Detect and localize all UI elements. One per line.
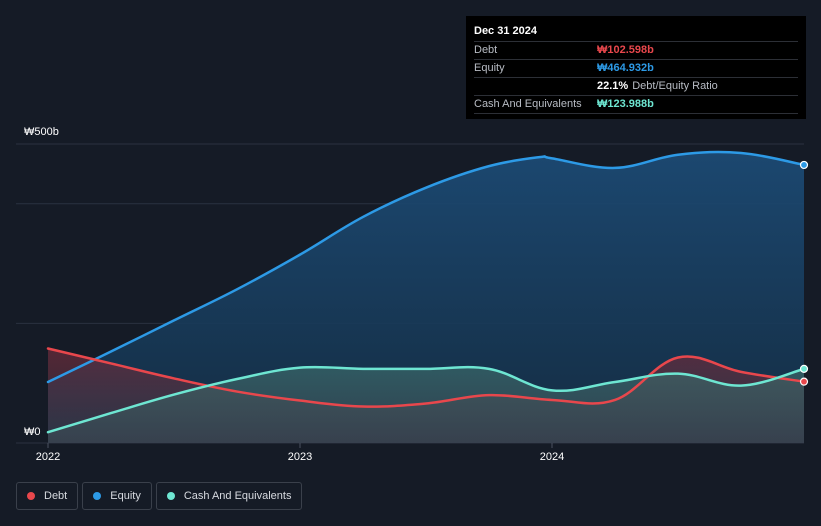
tooltip-ratio-label: Debt/Equity Ratio: [632, 80, 718, 92]
series-areas: [48, 152, 804, 443]
legend-label: Cash And Equivalents: [183, 490, 292, 502]
y-tick-label: ₩0: [24, 426, 41, 438]
axis-labels: ₩500b ₩0 2022 2023 2024: [24, 126, 564, 463]
tooltip-label: [474, 78, 597, 95]
tooltip-value: ₩464.932b: [597, 62, 654, 74]
legend-label: Equity: [110, 490, 141, 502]
tooltip-value: ₩123.988b: [597, 98, 654, 110]
debt-dot-icon: [27, 492, 35, 500]
legend-item-cash[interactable]: Cash And Equivalents: [155, 482, 303, 510]
equity-area: [48, 152, 804, 443]
tooltip-label: Cash And Equivalents: [474, 98, 582, 110]
tooltip-row-debt: Debt ₩102.598b: [474, 42, 798, 60]
series-lines: [46, 150, 806, 434]
tooltip-value: 22.1%: [597, 80, 629, 92]
x-tick-label: 2023: [288, 451, 312, 463]
legend-item-equity[interactable]: Equity: [82, 482, 152, 510]
cash-area: [48, 367, 804, 443]
tooltip-row-cash: Cash And Equivalents ₩123.988b: [474, 96, 798, 114]
equity-end-marker: [799, 160, 809, 170]
debt-line: [46, 347, 806, 408]
debt-end-marker: [799, 377, 809, 386]
legend-label: Debt: [44, 490, 68, 502]
tooltip-panel: Dec 31 2024 Debt ₩102.598b Equity ₩464.9…: [466, 16, 806, 119]
x-tick-label: 2024: [540, 451, 564, 463]
legend: Debt Equity Cash And Equivalents: [16, 482, 306, 510]
tooltip-row-ratio: 22.1% Debt/Equity Ratio: [474, 78, 798, 96]
cash-line: [46, 365, 806, 434]
tooltip-label: Equity: [474, 62, 505, 74]
tooltip-value: ₩102.598b: [597, 44, 654, 56]
equity-line: [46, 150, 806, 384]
cash-end-marker: [799, 364, 809, 373]
end-markers: [799, 160, 809, 386]
y-tick-label: ₩500b: [24, 126, 59, 138]
tooltip-date: Dec 31 2024: [474, 24, 798, 42]
x-tick-label: 2022: [36, 451, 60, 463]
tooltip-row-equity: Equity ₩464.932b: [474, 60, 798, 78]
legend-item-debt[interactable]: Debt: [16, 482, 79, 510]
cash-dot-icon: [166, 492, 175, 500]
tooltip-label: Debt: [474, 44, 498, 56]
equity-dot-icon: [93, 492, 102, 500]
